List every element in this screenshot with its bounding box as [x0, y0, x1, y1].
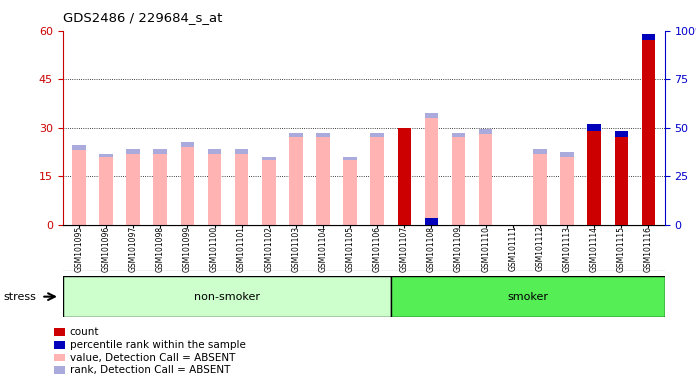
Text: GSM101103: GSM101103 [292, 225, 301, 272]
Text: GSM101114: GSM101114 [590, 225, 599, 271]
Bar [63, 276, 391, 317]
Bar [262, 160, 276, 225]
Bar [72, 146, 86, 150]
Text: rank, Detection Call = ABSENT: rank, Detection Call = ABSENT [70, 365, 230, 375]
Text: GSM101116: GSM101116 [644, 225, 653, 271]
Bar [391, 276, 665, 317]
Bar [289, 132, 303, 137]
Text: GSM101109: GSM101109 [454, 225, 463, 272]
Text: GSM101107: GSM101107 [400, 225, 409, 272]
Bar [235, 154, 248, 225]
Bar [100, 154, 113, 157]
Bar [479, 129, 493, 134]
Bar [262, 157, 276, 160]
Text: GSM101108: GSM101108 [427, 225, 436, 271]
Text: GSM101104: GSM101104 [319, 225, 328, 272]
Bar [316, 132, 330, 137]
Bar [587, 131, 601, 225]
Text: GSM101113: GSM101113 [562, 225, 571, 271]
Text: GSM101112: GSM101112 [535, 225, 544, 271]
Text: GSM101105: GSM101105 [346, 225, 354, 272]
Text: smoker: smoker [507, 291, 548, 302]
Bar [235, 149, 248, 154]
Bar [127, 149, 140, 154]
Bar [642, 40, 655, 225]
Text: GSM101100: GSM101100 [210, 225, 219, 272]
Bar [425, 113, 438, 118]
Text: GSM101111: GSM101111 [508, 225, 517, 271]
Bar [615, 131, 628, 137]
Text: value, Detection Call = ABSENT: value, Detection Call = ABSENT [70, 353, 235, 362]
Bar [370, 137, 384, 225]
Bar [180, 147, 194, 225]
Text: GSM101115: GSM101115 [617, 225, 626, 271]
Bar [533, 154, 547, 225]
Bar [425, 218, 438, 225]
Bar [289, 137, 303, 225]
Bar [587, 124, 601, 131]
Text: GSM101102: GSM101102 [264, 225, 274, 271]
Text: percentile rank within the sample: percentile rank within the sample [70, 340, 246, 350]
Bar [72, 150, 86, 225]
Bar [180, 142, 194, 147]
Bar [560, 157, 574, 225]
Bar [154, 149, 167, 154]
Bar [615, 137, 628, 225]
Bar [533, 149, 547, 154]
Text: GSM101101: GSM101101 [237, 225, 246, 271]
Bar [452, 137, 466, 225]
Text: stress: stress [3, 291, 36, 302]
Text: GSM101106: GSM101106 [373, 225, 381, 272]
Bar [397, 128, 411, 225]
Text: non-smoker: non-smoker [193, 291, 260, 302]
Bar [100, 157, 113, 225]
Bar [343, 157, 357, 160]
Text: count: count [70, 327, 99, 337]
Bar [207, 154, 221, 225]
Text: GSM101110: GSM101110 [481, 225, 490, 271]
Bar [370, 132, 384, 137]
Bar [207, 149, 221, 154]
Text: GSM101095: GSM101095 [74, 225, 84, 272]
Text: GSM101098: GSM101098 [156, 225, 165, 272]
Bar [642, 34, 655, 40]
Bar [343, 160, 357, 225]
Bar [127, 154, 140, 225]
Bar [560, 152, 574, 157]
Bar [425, 118, 438, 225]
Bar [154, 154, 167, 225]
Bar [479, 134, 493, 225]
Text: GSM101099: GSM101099 [183, 225, 192, 272]
Text: GSM101097: GSM101097 [129, 225, 138, 272]
Text: GDS2486 / 229684_s_at: GDS2486 / 229684_s_at [63, 12, 222, 25]
Bar [452, 132, 466, 137]
Bar [316, 137, 330, 225]
Text: GSM101096: GSM101096 [102, 225, 111, 272]
